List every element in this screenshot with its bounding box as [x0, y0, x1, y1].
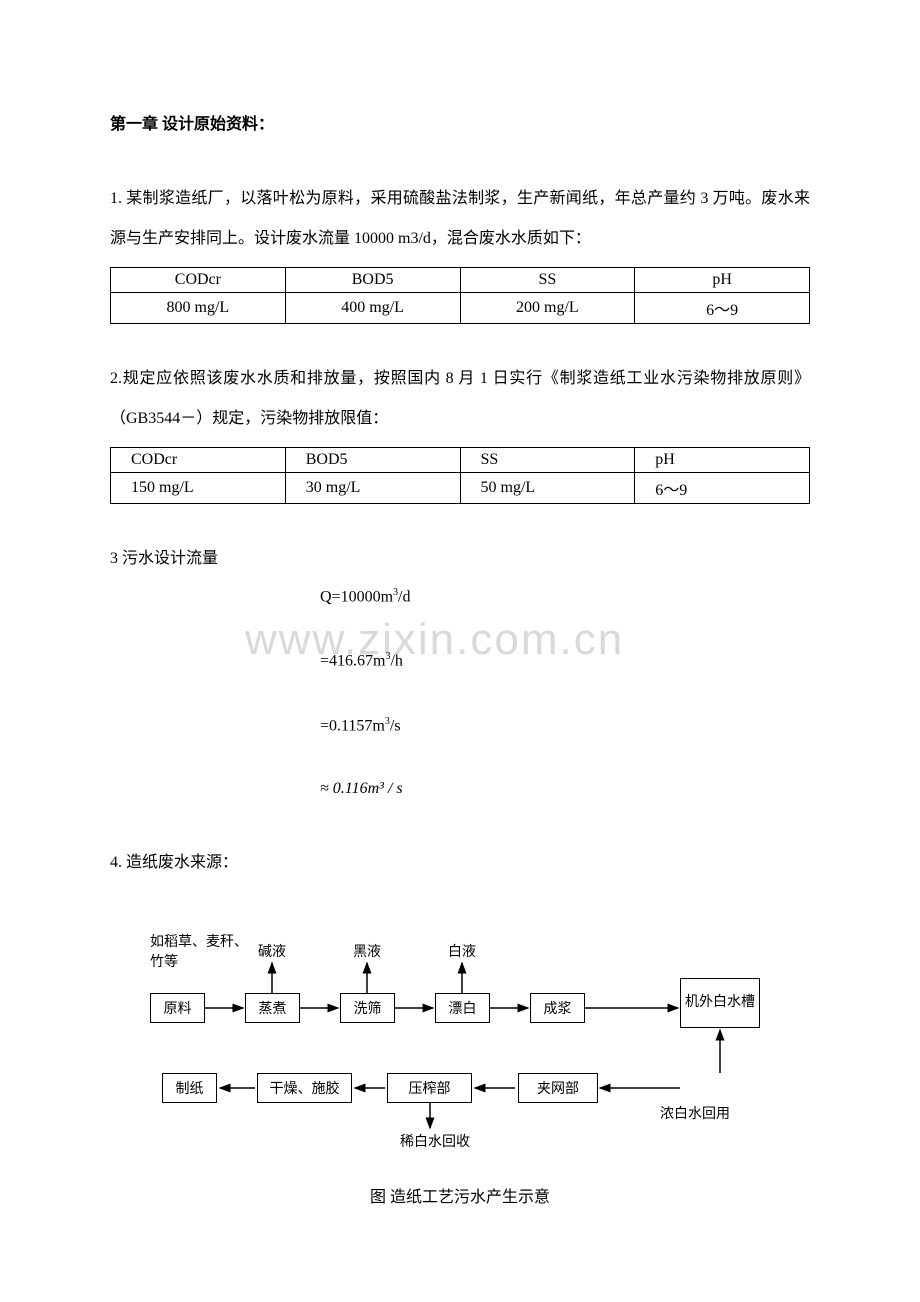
table-row: 150 mg/L 30 mg/L 50 mg/L 6～9 — [111, 473, 810, 504]
table-cell: BOD5 — [285, 448, 460, 473]
table-row: CODcr BOD5 SS pH — [111, 448, 810, 473]
label-materials: 如稻草、麦秆、竹等 — [150, 933, 250, 972]
table-row: CODcr BOD5 SS pH — [111, 268, 810, 293]
table-cell: SS — [460, 268, 635, 293]
table-cell: pH — [635, 268, 810, 293]
process-flow-diagram: 如稻草、麦秆、竹等 碱液 黑液 白液 原料 蒸煮 洗筛 漂白 成浆 机外白水槽 … — [130, 933, 830, 1168]
box-cooking: 蒸煮 — [245, 993, 300, 1023]
table-cell: CODcr — [111, 448, 286, 473]
table-cell: CODcr — [111, 268, 286, 293]
figure-caption: 图 造纸工艺污水产生示意 — [110, 1183, 810, 1207]
table-cell: 30 mg/L — [285, 473, 460, 504]
box-paper-making: 制纸 — [162, 1073, 217, 1103]
paragraph-3: 3 污水设计流量 — [110, 539, 810, 579]
table-cell: BOD5 — [285, 268, 460, 293]
label-dilute-recovery: 稀白水回收 — [400, 1131, 470, 1151]
paragraph-4: 4. 造纸废水来源： — [110, 843, 810, 883]
table-cell: 200 mg/L — [460, 293, 635, 324]
box-raw-material: 原料 — [150, 993, 205, 1023]
box-drying-sizing: 干燥、施胶 — [257, 1073, 352, 1103]
table-cell: 400 mg/L — [285, 293, 460, 324]
chapter-heading: 第一章 设计原始资料： — [110, 110, 810, 134]
math-line-4: ≈ 0.116m³ / s — [320, 780, 810, 798]
table-cell: pH — [635, 448, 810, 473]
box-white-water-tank: 机外白水槽 — [680, 978, 760, 1028]
box-wire-section: 夹网部 — [518, 1073, 598, 1103]
table-cell: 50 mg/L — [460, 473, 635, 504]
paragraph-1: 1. 某制浆造纸厂，以落叶松为原料，采用硫酸盐法制浆，生产新闻纸，年总产量约 3… — [110, 179, 810, 259]
box-wash-screen: 洗筛 — [340, 993, 395, 1023]
table-water-quality: CODcr BOD5 SS pH 800 mg/L 400 mg/L 200 m… — [110, 267, 810, 324]
label-concentrated-reuse: 浓白水回用 — [660, 1103, 730, 1123]
math-line-3: =0.1157m3/s — [320, 716, 810, 735]
table-emission-limits: CODcr BOD5 SS pH 150 mg/L 30 mg/L 50 mg/… — [110, 447, 810, 504]
paragraph-2: 2.规定应依照该废水水质和排放量，按照国内 8 月 1 日实行《制浆造纸工业水污… — [110, 359, 810, 439]
table-cell: SS — [460, 448, 635, 473]
box-bleach: 漂白 — [435, 993, 490, 1023]
math-line-2: =416.67m3/h — [320, 651, 810, 670]
label-white-liquor: 白液 — [448, 941, 476, 961]
label-lye: 碱液 — [258, 941, 286, 961]
table-cell: 6～9 — [635, 293, 810, 324]
box-press-section: 压榨部 — [387, 1073, 472, 1103]
box-pulping: 成浆 — [530, 993, 585, 1023]
label-black-liquor: 黑液 — [353, 941, 381, 961]
math-line-1: Q=10000m3/d — [320, 587, 810, 606]
table-cell: 6～9 — [635, 473, 810, 504]
table-cell: 800 mg/L — [111, 293, 286, 324]
table-row: 800 mg/L 400 mg/L 200 mg/L 6～9 — [111, 293, 810, 324]
table-cell: 150 mg/L — [111, 473, 286, 504]
math-block: Q=10000m3/d =416.67m3/h =0.1157m3/s ≈ 0.… — [110, 587, 810, 798]
